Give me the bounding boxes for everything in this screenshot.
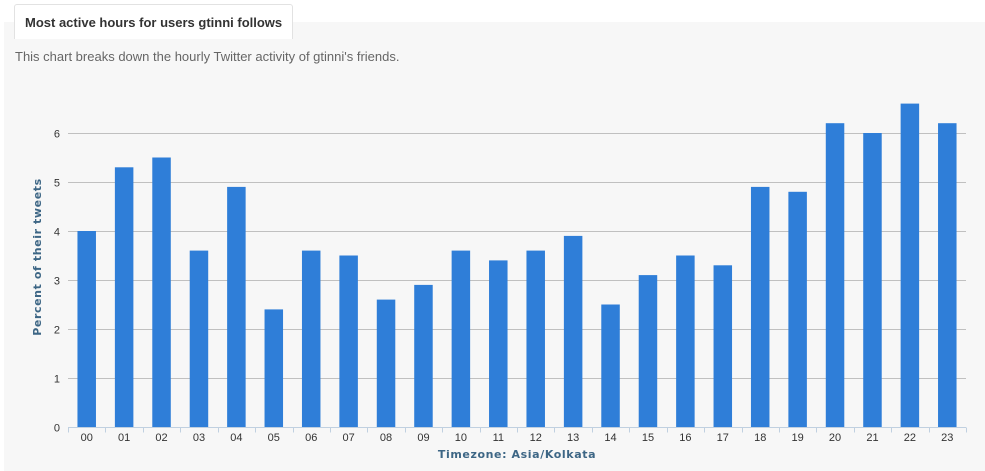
- x-tick-label: 04: [230, 432, 242, 444]
- x-tick-label: 01: [118, 432, 130, 444]
- x-tick-label: 03: [193, 432, 205, 444]
- y-tick-label: 1: [54, 374, 60, 386]
- bar-06: [301, 250, 321, 427]
- bar-12: [526, 250, 545, 427]
- x-tick-label: 11: [493, 432, 504, 444]
- x-tick-label: 10: [455, 432, 467, 444]
- chart-description: This chart breaks down the hourly Twitte…: [15, 49, 400, 64]
- x-tick-label: 12: [530, 432, 542, 444]
- x-tick-label: 08: [380, 432, 392, 444]
- x-tick-label: 17: [717, 432, 729, 444]
- bar-10: [451, 250, 471, 427]
- bar-09: [414, 284, 433, 427]
- x-tick-label: 16: [679, 432, 691, 444]
- y-tick-label: 5: [54, 178, 60, 190]
- bar-03: [189, 250, 209, 427]
- x-tick-label: 15: [642, 432, 654, 444]
- y-tick-label: 6: [54, 129, 60, 141]
- bar-13: [563, 235, 583, 427]
- x-tick-label: 09: [417, 432, 429, 444]
- x-tick-label: 02: [155, 432, 167, 444]
- bar-18: [750, 186, 770, 427]
- chart-title-tab-label: Most active hours for users gtinni follo…: [25, 14, 283, 30]
- x-tick-label: 00: [81, 432, 93, 444]
- x-tick-label: 22: [904, 432, 916, 444]
- bar-00: [77, 231, 96, 427]
- bar-01: [114, 167, 134, 428]
- bar-07: [339, 255, 358, 427]
- y-tick-label: 4: [54, 227, 60, 239]
- bar-22: [900, 103, 920, 427]
- bar-17: [713, 265, 733, 427]
- y-tick-label: 3: [54, 276, 60, 288]
- y-axis-title: Percent of their tweets: [31, 178, 44, 336]
- bar-02: [152, 157, 171, 427]
- bars: [77, 103, 957, 428]
- bar-15: [638, 275, 658, 427]
- x-axis-title: Timezone: Asia/Kolkata: [438, 448, 596, 461]
- bar-04: [227, 186, 246, 427]
- bar-20: [825, 123, 845, 427]
- x-tick-label: 05: [268, 432, 280, 444]
- y-tick-label: 2: [54, 325, 60, 337]
- bar-05: [264, 309, 284, 427]
- bar-19: [788, 191, 807, 427]
- bar-21: [863, 133, 882, 427]
- bar-23: [938, 123, 957, 427]
- x-tick-label: 07: [343, 432, 355, 444]
- x-tick-label: 14: [604, 432, 616, 444]
- bar-08: [376, 299, 396, 427]
- bar-16: [676, 255, 695, 427]
- bar-11: [489, 260, 508, 427]
- x-tick-label: 19: [792, 432, 804, 444]
- x-tick-label: 21: [866, 432, 878, 444]
- x-tick-label: 18: [754, 432, 766, 444]
- x-tick-label: 13: [567, 432, 579, 444]
- y-tick-label: 0: [54, 423, 60, 435]
- gridlines: [68, 133, 966, 379]
- x-tick-label: 23: [941, 432, 953, 444]
- bar-14: [601, 304, 620, 427]
- x-tick-label: 06: [305, 432, 317, 444]
- chart-title-tab[interactable]: Most active hours for users gtinni follo…: [14, 4, 294, 39]
- x-tick-label: 20: [829, 432, 841, 444]
